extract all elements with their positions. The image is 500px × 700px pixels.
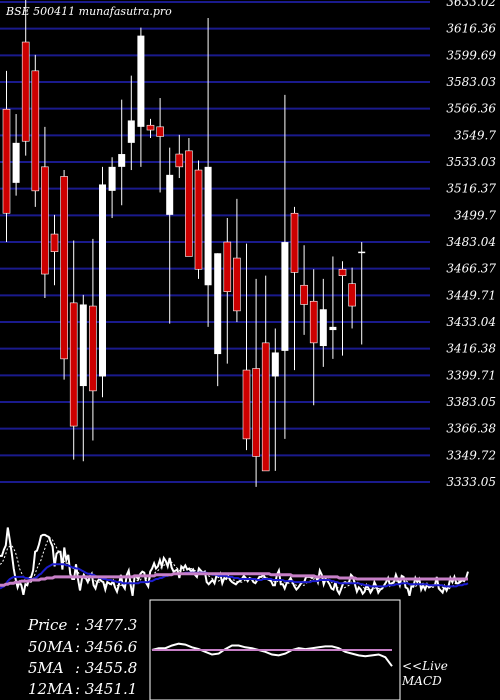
legend-ma5-label: 5MA [28, 659, 64, 677]
candle-down [41, 167, 48, 274]
candle-down [61, 176, 68, 358]
candle-up [281, 242, 288, 351]
candle-down [89, 306, 96, 391]
legend-ma12-label: 12MA [28, 680, 73, 698]
candle-up [13, 143, 20, 183]
candle-down [51, 234, 58, 252]
candle-up [329, 327, 336, 330]
y-tick-label: 3483.04 [446, 235, 496, 249]
y-tick-label: 3433.04 [446, 315, 496, 329]
y-tick-label: 3366.38 [446, 422, 496, 436]
candle-down [3, 109, 10, 213]
y-tick-label: 3583.03 [446, 75, 496, 89]
candle-down [243, 370, 250, 439]
y-tick-label: 3616.36 [446, 22, 496, 36]
candle-up [166, 175, 173, 215]
y-tick-label: 3449.71 [446, 288, 496, 302]
candle-down [147, 125, 154, 130]
candle-up [358, 252, 365, 254]
y-tick-label: 3499.7 [454, 208, 496, 222]
candle-up [128, 120, 135, 142]
legend-ma50-value: : 3456.6 [75, 638, 138, 656]
candle-up [137, 36, 144, 127]
y-tick-label: 3633.02 [446, 0, 496, 9]
live-label: <<Live [402, 659, 448, 673]
candle-down [224, 242, 231, 292]
y-tick-label: 3516.37 [446, 182, 496, 196]
candle-down [185, 151, 192, 257]
y-tick-label: 3333.05 [446, 475, 496, 489]
candle-up [109, 167, 116, 191]
legend-ma12-value: : 3451.1 [75, 680, 137, 698]
candle-down [157, 127, 164, 137]
candle-down [339, 269, 346, 275]
candle-up [205, 167, 212, 285]
macd-label: MACD [401, 674, 442, 688]
candle-down [310, 301, 317, 343]
legend-price-value: : 3477.3 [75, 616, 137, 634]
legend-price-label: Price [27, 616, 67, 634]
legend-ma5-value: : 3455.8 [75, 659, 137, 677]
candle-down [233, 258, 240, 311]
candle-up [80, 304, 87, 386]
y-tick-label: 3349.72 [446, 448, 496, 462]
y-tick-label: 3383.05 [446, 395, 496, 409]
candle-up [272, 352, 279, 376]
candle-down [349, 284, 356, 306]
chart-title: BSE 500411 munafasutra.pro [5, 5, 172, 18]
y-tick-label: 3466.37 [446, 262, 496, 276]
y-tick-label: 3399.71 [446, 368, 496, 382]
candle-up [118, 154, 125, 167]
legend-ma50-label: 50MA [28, 638, 73, 656]
candle-down [291, 213, 298, 272]
candle-down [262, 343, 269, 471]
candle-up [320, 309, 327, 346]
candle-down [253, 368, 260, 456]
y-tick-label: 3566.36 [446, 102, 496, 116]
y-tick-label: 3533.03 [446, 155, 496, 169]
y-tick-label: 3416.38 [446, 342, 496, 356]
candle-down [195, 170, 202, 269]
candle-down [176, 154, 183, 167]
candle-up [99, 184, 106, 376]
candle-down [301, 285, 308, 304]
y-tick-label: 3549.7 [454, 128, 496, 142]
candle-down [70, 303, 77, 426]
candle-down [32, 71, 39, 191]
candle-down [22, 42, 29, 141]
y-tick-label: 3599.69 [446, 48, 496, 62]
candle-up [214, 253, 221, 354]
